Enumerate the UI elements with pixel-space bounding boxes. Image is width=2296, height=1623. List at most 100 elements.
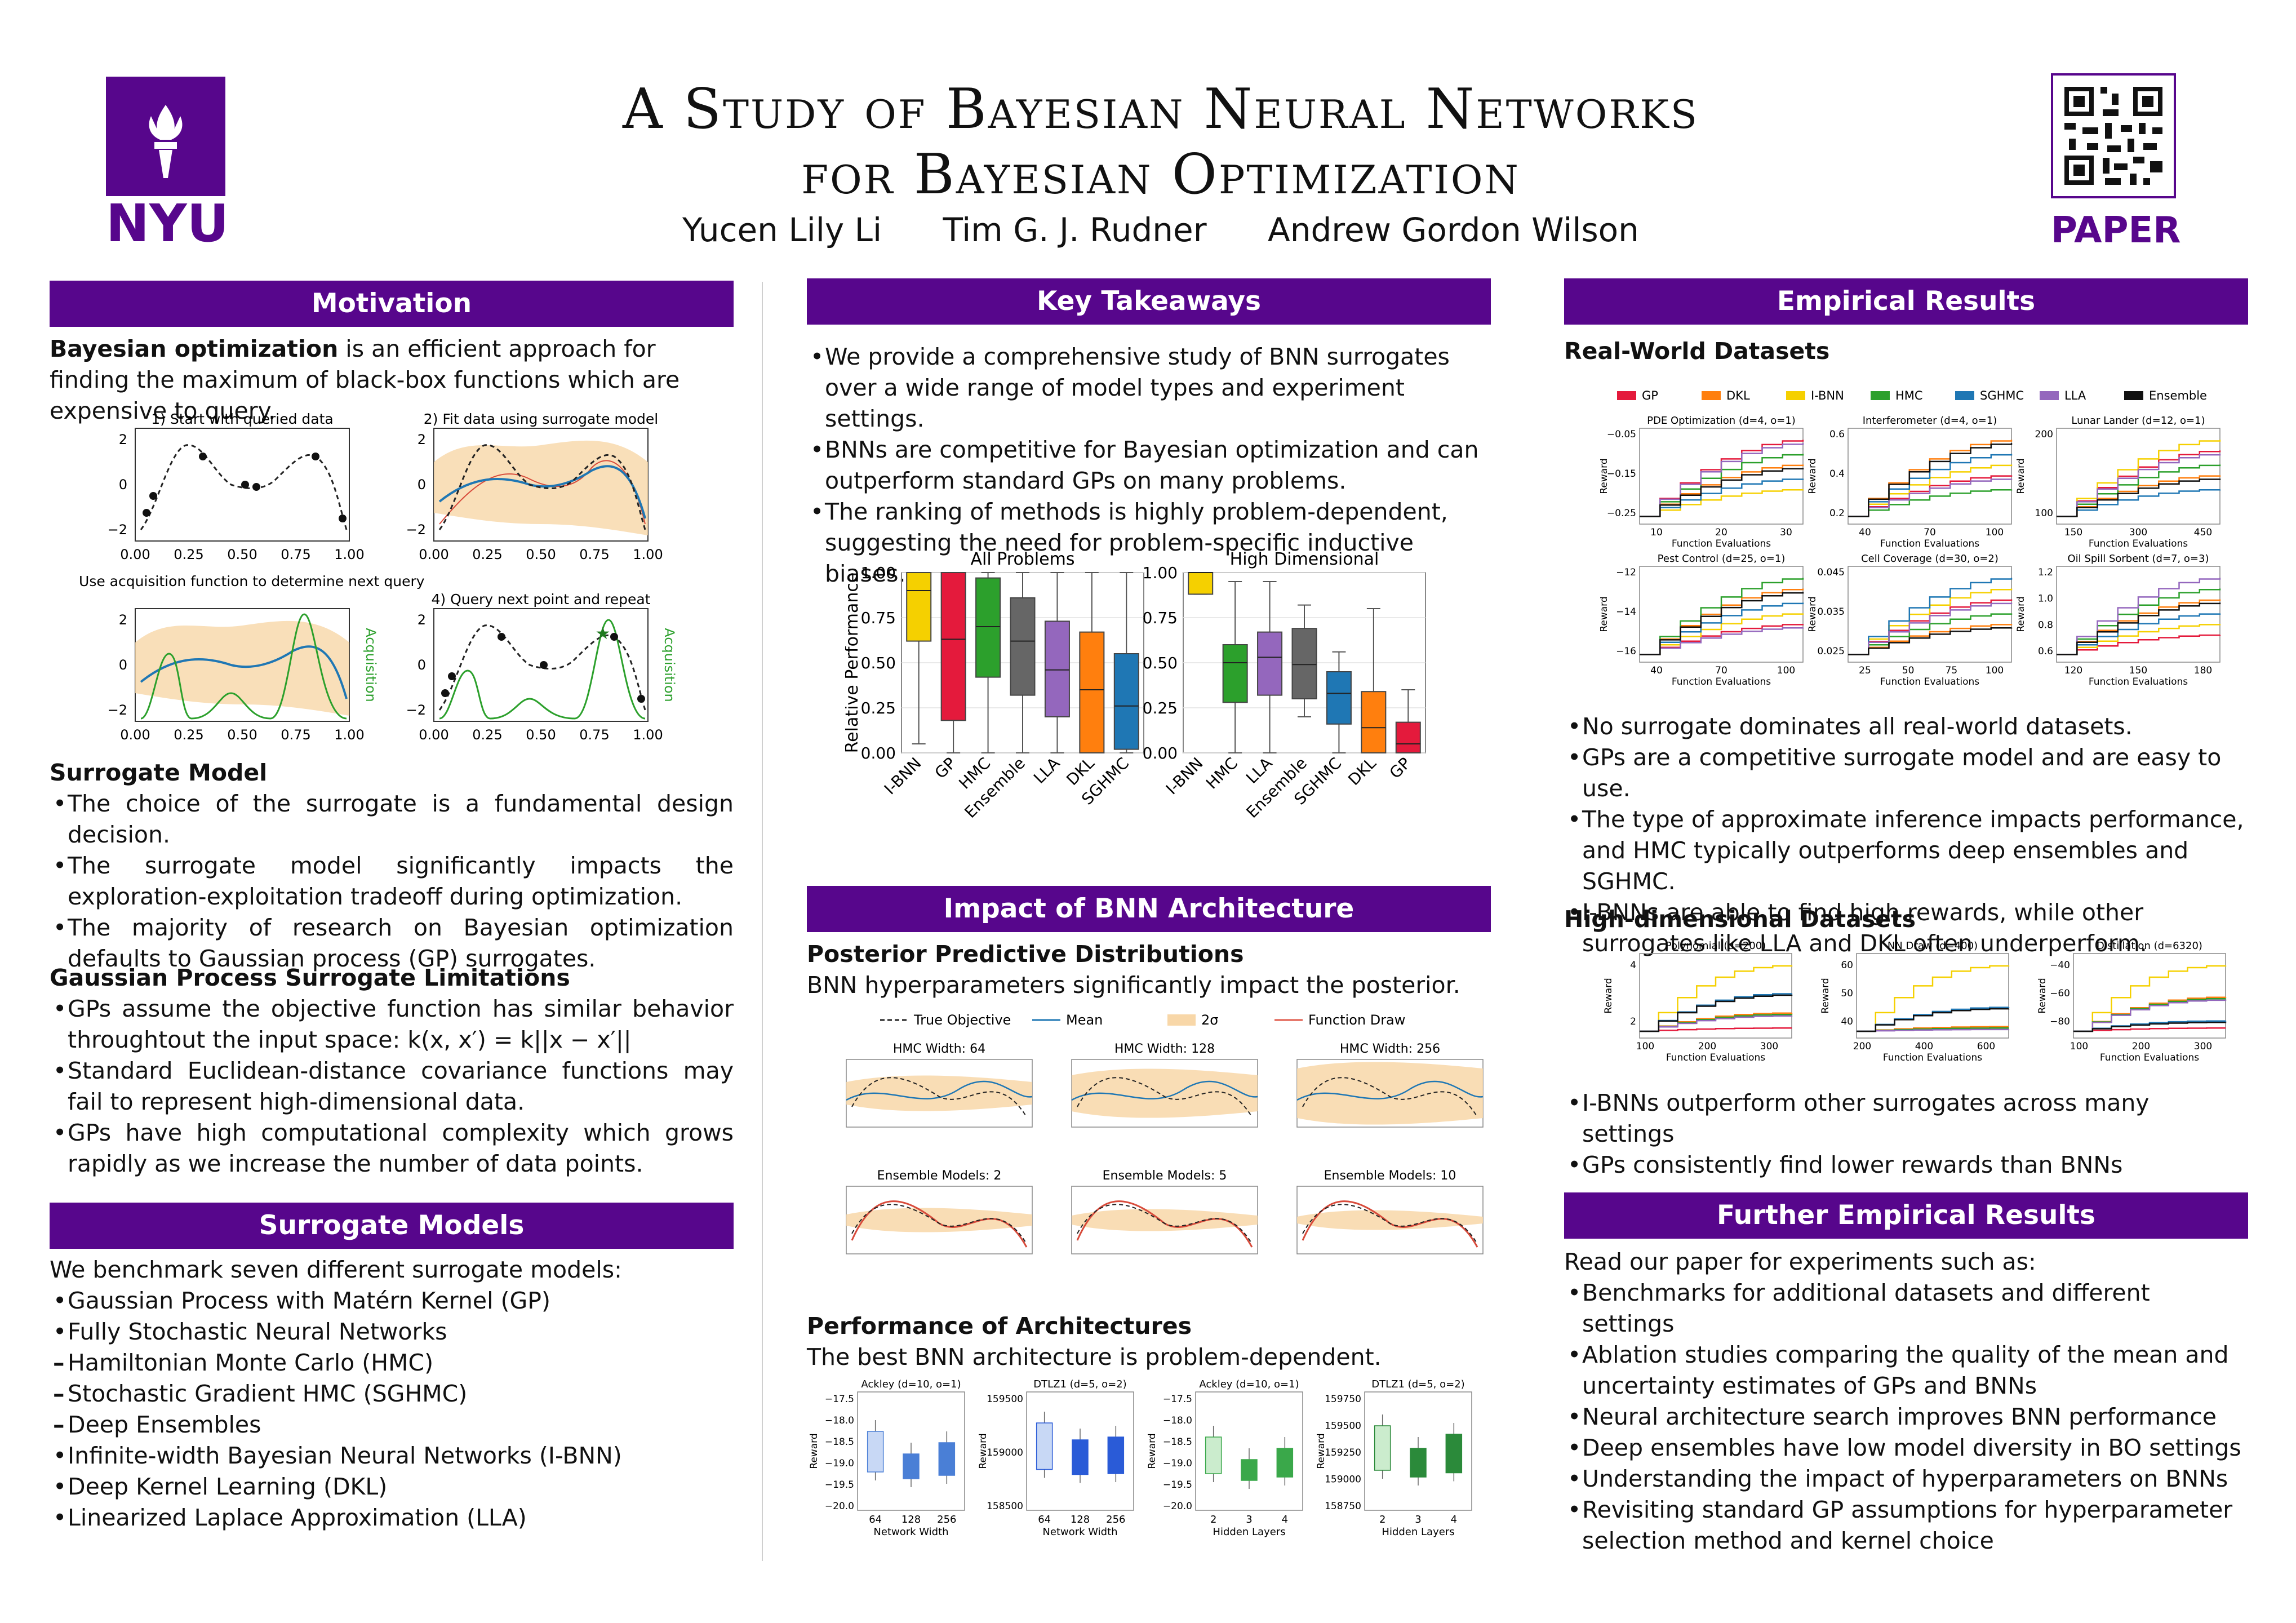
motivation-intro: Bayesian optimization is an efficient ap…: [50, 334, 734, 427]
series-line: [1640, 443, 1804, 517]
y-axis-label: Reward: [978, 1433, 989, 1469]
box: [1079, 631, 1105, 753]
intro-bold: Bayesian optimization: [50, 335, 339, 362]
x-tick-label: 120: [2064, 665, 2082, 676]
x-tick-label: 256: [937, 1514, 956, 1526]
architecture-performance-figure: Ackley (d=10, o=1) −17.5 −18.0 −18.5 −19.0 −1…: [809, 1378, 1472, 1538]
svg-text:0: 0: [418, 657, 426, 673]
legend-label: Function Draw: [1308, 1012, 1405, 1028]
paper-link-label[interactable]: PAPER: [2051, 210, 2181, 251]
further-heading: Further Empirical Results: [1564, 1192, 2248, 1239]
y-tick-label: 0.25: [861, 699, 896, 717]
panel-title: HMC Width: 64: [893, 1042, 985, 1056]
list-item: Deep Kernel Learning (DKL): [50, 1471, 734, 1502]
legend-label: LLA: [2064, 389, 2086, 402]
true-objective: [1302, 1204, 1478, 1244]
panel-title: HMC Width: 128: [1114, 1042, 1215, 1056]
series-line: [1848, 475, 2013, 517]
list-item: BNNs are competitive for Bayesian optimi…: [807, 434, 1491, 496]
x-tick-label: 150: [2064, 527, 2082, 538]
svg-text:0.25: 0.25: [472, 547, 502, 562]
y-axis-label: Reward: [1600, 458, 1610, 494]
surrogate-models-heading: Surrogate Models: [50, 1203, 734, 1249]
box: [1044, 620, 1070, 717]
y-tick-label: 0.75: [861, 609, 896, 627]
series-line: [1640, 478, 1804, 517]
svg-text:0.00: 0.00: [120, 727, 150, 743]
svg-text:0.50: 0.50: [227, 547, 257, 562]
chart-title: NN Draw (d=400): [1888, 940, 1978, 952]
box: [1036, 1422, 1053, 1470]
y-tick-label: −60: [2050, 988, 2070, 999]
qr-code[interactable]: [2049, 71, 2178, 201]
ppd-panel: HMC Width: 64: [846, 1042, 1033, 1128]
plot-frame: [1026, 1391, 1134, 1511]
series-line: [1848, 624, 2013, 655]
series-line: [2057, 624, 2221, 655]
series-line: [2057, 478, 2221, 517]
series-line: [1640, 994, 1793, 1032]
posterior-predictive-figure: True Objective Mean 2σ Function Draw HMC Wid…: [846, 1012, 1484, 1254]
chart-title: Cell Coverage (d=30, o=2): [1861, 553, 1999, 565]
y-axis-label: Reward: [2037, 978, 2048, 1013]
legend-swatch: [2124, 391, 2143, 400]
svg-text:−2: −2: [108, 522, 127, 538]
box: [1291, 628, 1317, 699]
box: [1445, 1434, 1463, 1474]
x-tick-label: 300: [2129, 527, 2147, 538]
y-tick-label: 1.00: [861, 564, 896, 582]
svg-text:2: 2: [119, 432, 127, 447]
y-tick-label: 158750: [1325, 1501, 1361, 1512]
x-tick-label: 2: [1379, 1514, 1385, 1526]
x-axis-label: Network Width: [873, 1526, 948, 1538]
arch-boxplot: DTLZ1 (d=5, o=2) 159500 159000 158500 Reward…: [978, 1378, 1134, 1538]
box: [1395, 721, 1421, 754]
y-tick-label: −18.5: [825, 1436, 854, 1448]
list-item: Revisiting standard GP assumptions for h…: [1564, 1495, 2248, 1557]
x-tick-label: 180: [2194, 665, 2212, 676]
list-item: No surrogate dominates all real-world da…: [1564, 711, 2248, 742]
chart-title: Ackley (d=10, o=1): [1199, 1378, 1299, 1390]
box: [1276, 1448, 1294, 1478]
chart-title: DTLZ1 (d=5, o=2): [1371, 1378, 1464, 1390]
real-world-figure: GP DKL I-BNN HMC SGHMC LLA Ensemble PDE Optimiz…: [1600, 389, 2221, 688]
box: [940, 572, 966, 721]
y-tick-label: −18.0: [1163, 1415, 1192, 1426]
line-chart-panel: Oil Spill Sorbent (d=7, o=3) 1.2 1.0 0.8 0.6…: [2015, 553, 2221, 688]
x-tick-label: DKL: [1344, 753, 1380, 789]
y-tick-label: 158500: [987, 1501, 1023, 1512]
series-line: [1640, 489, 1804, 517]
plot-frame: [1364, 1391, 1472, 1511]
arch-boxplot: Ackley (d=10, o=1) −17.5 −18.0 −18.5 −19.0 −1…: [1147, 1378, 1303, 1538]
svg-text:Acquisition: Acquisition: [363, 628, 379, 702]
series-line: [1848, 578, 2013, 655]
list-item: Ablation studies comparing the quality o…: [1564, 1340, 2248, 1402]
x-axis-label: Network Width: [1042, 1526, 1117, 1538]
panel-title: Ensemble Models: 10: [1324, 1169, 1456, 1183]
x-tick-label: 300: [2194, 1041, 2212, 1052]
bo-panel-3: 3) Use acquisition function to determine…: [79, 573, 425, 743]
y-tick-label: −18.0: [825, 1415, 854, 1426]
chart-title: High Dimensional: [1230, 549, 1379, 569]
box: [1222, 644, 1248, 703]
takeaways-section: We provide a comprehensive study of BNN …: [807, 342, 1491, 589]
chart-title: Distillation (d=6320): [2097, 940, 2202, 952]
chart-title: Pest Control (d=25, o=1): [1658, 553, 1786, 565]
ppd-legend: True Objective Mean 2σ Function Draw: [880, 1012, 1405, 1028]
y-tick-label: 0.2: [1829, 508, 1845, 519]
series-line: [1640, 440, 1804, 517]
y-tick-label: −19.0: [825, 1458, 854, 1469]
box: [1410, 1448, 1427, 1478]
svg-text:0.75: 0.75: [579, 547, 609, 562]
svg-text:0.00: 0.00: [419, 727, 448, 743]
series-line: [2073, 1021, 2227, 1032]
y-tick-label: 0.50: [1143, 654, 1178, 672]
y-axis-label: Reward: [1820, 978, 1831, 1013]
y-tick-label: 0.50: [861, 654, 896, 672]
bo-illustration: 1) Start with queried data 2 0 −2 0.00 0…: [79, 411, 677, 743]
series-line: [1640, 468, 1804, 517]
y-axis-label: Reward: [809, 1433, 820, 1469]
